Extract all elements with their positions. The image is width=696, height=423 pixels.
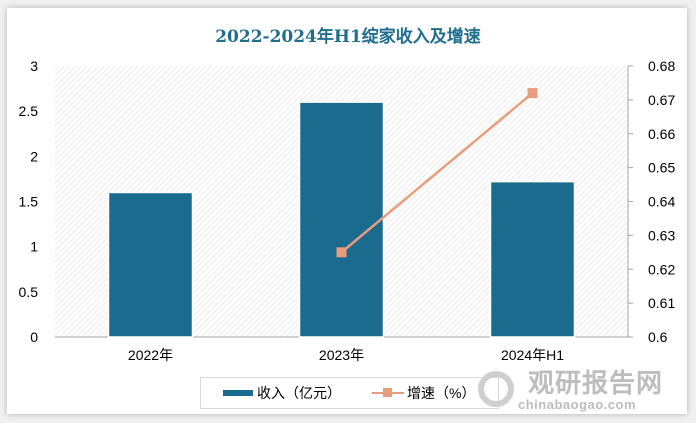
watermark-logo-icon bbox=[478, 371, 514, 407]
right-tick-label: 0.66 bbox=[648, 126, 675, 142]
right-tick-label: 0.65 bbox=[648, 160, 675, 176]
right-tick-label: 0.62 bbox=[648, 261, 675, 277]
right-tick-label: 0.6 bbox=[648, 329, 668, 345]
left-tick-label: 2 bbox=[30, 148, 38, 164]
left-tick-label: 0.5 bbox=[19, 284, 39, 300]
left-tick-label: 3 bbox=[30, 58, 38, 74]
right-tick-label: 0.61 bbox=[648, 295, 675, 311]
growth-marker-1 bbox=[527, 88, 538, 99]
watermark-url: chinabaogao.com bbox=[518, 397, 637, 412]
watermark-name: 观研报告网 bbox=[528, 368, 664, 398]
left-tick-label: 2.5 bbox=[19, 103, 39, 119]
legend: 收入（亿元） 增速（%） bbox=[200, 377, 499, 409]
right-tick-label: 0.64 bbox=[648, 194, 675, 210]
x-tick-label: 2024年H1 bbox=[501, 347, 564, 363]
bar-1 bbox=[298, 101, 385, 338]
left-tick-label: 1 bbox=[30, 239, 38, 255]
legend-bar-swatch bbox=[223, 390, 253, 396]
bar-0 bbox=[107, 191, 194, 338]
right-tick-label: 0.68 bbox=[648, 58, 675, 74]
left-tick-label: 1.5 bbox=[19, 194, 39, 210]
right-tick-label: 0.63 bbox=[648, 227, 675, 243]
right-tick-label: 0.67 bbox=[648, 92, 675, 108]
growth-line bbox=[340, 92, 534, 254]
growth-marker-0 bbox=[336, 247, 347, 258]
legend-bar-label: 收入（亿元） bbox=[257, 385, 341, 401]
x-tick-label: 2022年 bbox=[128, 347, 173, 363]
chart-title: 2022-2024年H1绽家收入及增速 bbox=[215, 27, 481, 47]
bar-2 bbox=[489, 180, 576, 338]
legend-line-label: 增速（%） bbox=[407, 385, 476, 401]
left-tick-label: 0 bbox=[30, 329, 38, 345]
legend-line-marker bbox=[383, 388, 392, 397]
x-tick-label: 2023年 bbox=[319, 347, 364, 363]
